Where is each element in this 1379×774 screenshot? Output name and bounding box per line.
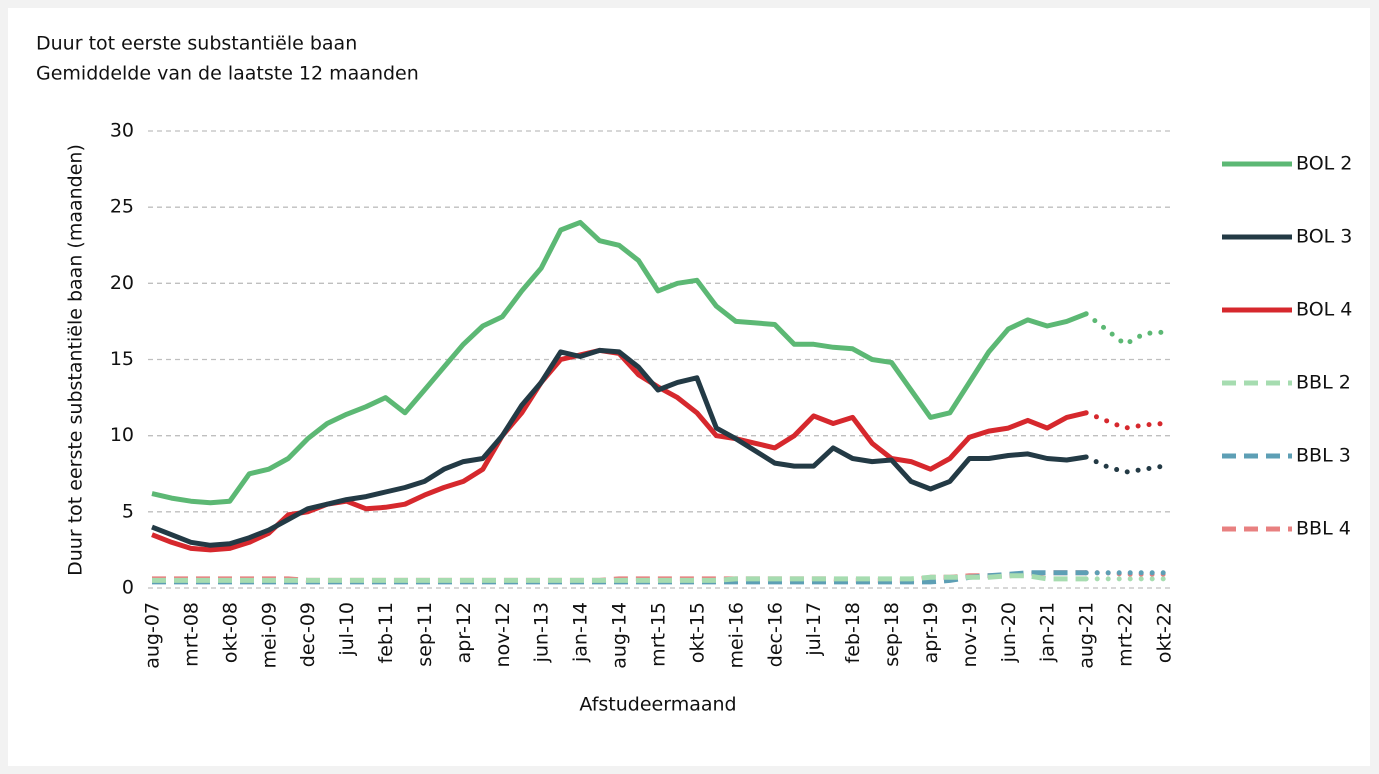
x-tick-label: aug-21	[1076, 602, 1098, 669]
x-tick-label: feb-11	[375, 602, 397, 663]
x-tick-label: apr-19	[920, 602, 942, 663]
line	[151, 347, 1087, 548]
x-tick-label: aug-14	[609, 602, 631, 669]
legend-label: BOL 2	[1296, 153, 1352, 175]
y-tick-label: 5	[122, 500, 134, 522]
x-axis-label: Afstudeermaand	[579, 694, 736, 716]
x-tick-label: sep-18	[881, 602, 903, 667]
line	[152, 573, 1087, 583]
chart-subtitle: Gemiddelde van de laatste 12 maanden	[36, 63, 419, 85]
x-tick-label: jun-20	[998, 602, 1020, 663]
x-tick-label: jan-21	[1037, 602, 1059, 663]
legend-label: BBL 4	[1296, 518, 1351, 540]
projection-line	[1083, 311, 1167, 347]
x-tick-label: apr-12	[453, 602, 475, 663]
x-tick-label: okt-15	[686, 602, 708, 663]
x-tick-label: mrt-22	[1115, 602, 1137, 667]
line	[151, 219, 1088, 506]
y-tick-label: 15	[110, 348, 134, 370]
y-tick-label: 10	[110, 424, 134, 446]
x-tick-label: aug-07	[142, 602, 164, 669]
x-tick-label: okt-08	[219, 602, 241, 663]
chart-title: Duur tot eerste substantiële baan	[36, 33, 357, 55]
y-tick-label: 0	[122, 577, 134, 599]
x-tick-label: okt-22	[1154, 602, 1176, 663]
legend-label: BOL 3	[1296, 226, 1352, 248]
chart-background	[8, 8, 1370, 766]
projection-line	[1083, 454, 1167, 475]
x-tick-label: feb-18	[842, 602, 864, 663]
x-tick-label: jul-10	[336, 602, 358, 657]
legend-label: BBL 2	[1296, 372, 1351, 394]
y-tick-label: 20	[110, 272, 134, 294]
x-tick-label: nov-12	[492, 602, 514, 667]
x-tick-label: dec-09	[297, 602, 319, 667]
y-tick-label: 30	[110, 120, 134, 142]
x-tick-label: jun-13	[531, 602, 553, 663]
projection-line	[1083, 410, 1167, 431]
legend-label: BOL 4	[1296, 299, 1352, 321]
x-tick-label: mei-09	[258, 602, 280, 669]
y-axis-label: Duur tot eerste substantiële baan (maand…	[65, 144, 87, 576]
legend-label: BBL 3	[1296, 445, 1351, 467]
x-tick-label: jan-14	[570, 602, 592, 663]
x-tick-label: mei-16	[725, 602, 747, 669]
x-tick-label: sep-11	[414, 602, 436, 667]
x-tick-label: dec-16	[764, 602, 786, 667]
x-tick-label: jul-17	[803, 602, 825, 657]
x-tick-label: mrt-08	[180, 602, 202, 667]
x-tick-label: nov-19	[959, 602, 981, 667]
x-tick-label: mrt-15	[648, 602, 670, 667]
y-tick-label: 25	[110, 196, 134, 218]
